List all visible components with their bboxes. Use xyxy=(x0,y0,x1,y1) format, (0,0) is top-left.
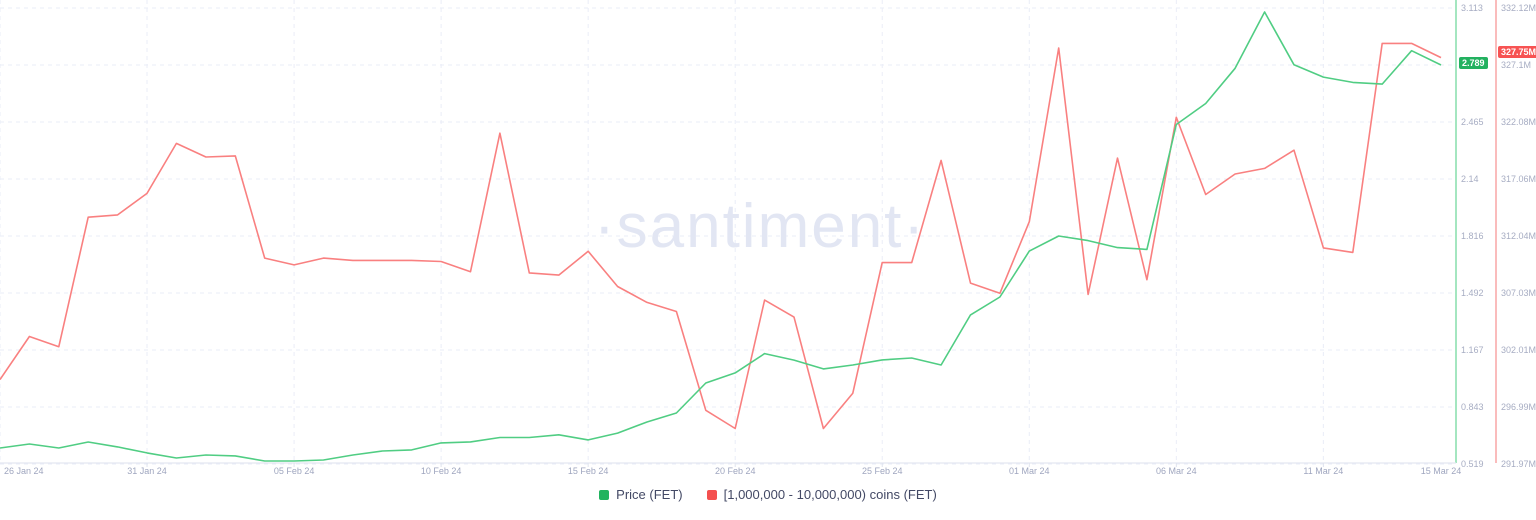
series-layer xyxy=(0,11,1442,462)
coins-series-swatch-icon xyxy=(706,489,717,500)
x-tick-label: 11 Mar 24 xyxy=(1303,466,1344,476)
watermark: ·santiment· xyxy=(594,192,926,261)
coins-tick-label: 302.01M xyxy=(1501,345,1536,355)
price-tick-label: 2.465 xyxy=(1461,117,1484,127)
price-tick-label: 1.816 xyxy=(1461,231,1484,241)
price-tick-label: 3.113 xyxy=(1461,3,1483,13)
coins-tick-label: 317.06M xyxy=(1501,174,1536,184)
legend-label-coins: [1,000,000 - 10,000,000) coins (FET) xyxy=(723,487,937,502)
x-tick-label: 26 Jan 24 xyxy=(4,466,44,476)
legend-item-price[interactable]: Price (FET) xyxy=(599,487,683,502)
x-tick-label: 06 Mar 24 xyxy=(1156,466,1197,476)
price-tick-label: 1.167 xyxy=(1461,345,1484,355)
axes-layer xyxy=(0,0,1497,467)
price-series-swatch-icon xyxy=(599,489,610,500)
x-tick-label: 05 Feb 24 xyxy=(273,466,315,476)
legend: Price (FET) [1,000,000 - 10,000,000) coi… xyxy=(0,487,1536,502)
price-tick-label: 1.492 xyxy=(1461,288,1484,298)
coins-tick-label: 296.99M xyxy=(1501,402,1536,412)
x-tick-label: 20 Feb 24 xyxy=(714,466,756,476)
x-tick-label: 25 Feb 24 xyxy=(861,466,903,476)
x-tick-label: 10 Feb 24 xyxy=(420,466,462,476)
coins-current-badge: 327.75M xyxy=(1498,45,1536,58)
price-line xyxy=(0,11,1442,462)
coins-tick-label: 307.03M xyxy=(1501,288,1536,298)
coins-tick-label: 291.97M xyxy=(1501,459,1536,469)
x-tick-label: 15 Feb 24 xyxy=(567,466,609,476)
price-tick-label: 2.14 xyxy=(1461,174,1479,184)
x-tick-label: 31 Jan 24 xyxy=(127,466,167,476)
x-tick-label: 01 Mar 24 xyxy=(1009,466,1050,476)
price-tick-label: 0.843 xyxy=(1461,402,1484,412)
price-current-badge: 2.789 xyxy=(1459,56,1488,69)
coins-tick-label: 332.12M xyxy=(1501,3,1536,13)
price-tick-label: 0.519 xyxy=(1461,459,1484,469)
chart-svg[interactable]: ·santiment· xyxy=(0,0,1536,470)
coins-tick-label: 327.1M xyxy=(1501,60,1532,70)
x-tick-label: 15 Mar 24 xyxy=(1420,466,1462,476)
legend-label-price: Price (FET) xyxy=(616,487,683,502)
coins-line xyxy=(0,42,1442,430)
coins-tick-label: 322.08M xyxy=(1501,117,1536,127)
legend-item-coins[interactable]: [1,000,000 - 10,000,000) coins (FET) xyxy=(706,487,937,502)
coins-tick-label: 312.04M xyxy=(1501,231,1536,241)
